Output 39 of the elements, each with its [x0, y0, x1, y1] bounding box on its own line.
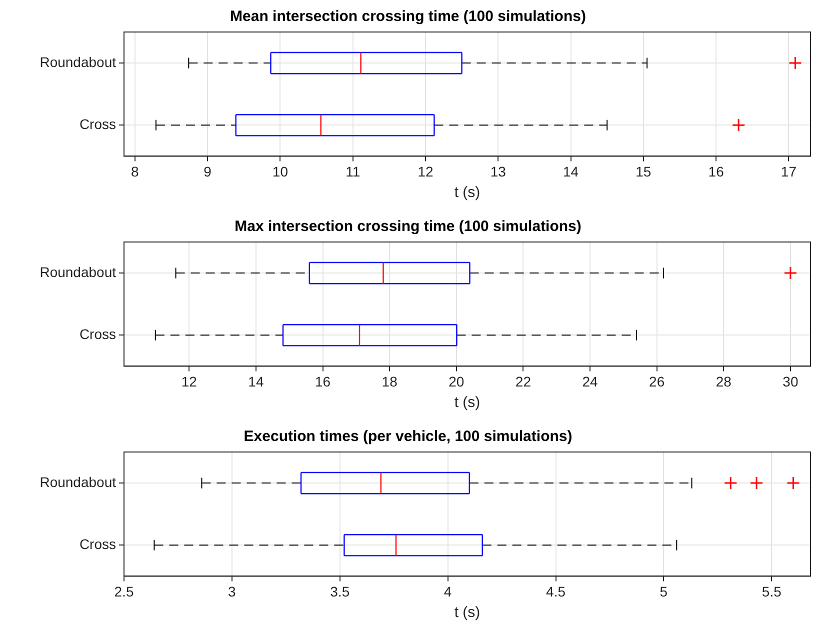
- x-axis-title: t (s): [454, 604, 480, 622]
- x-tick-label: 3: [228, 583, 236, 600]
- x-tick-label: 5.5: [762, 583, 782, 600]
- x-tick-label: 22: [515, 373, 532, 390]
- x-tick-label: 15: [636, 163, 652, 180]
- x-tick-label: 18: [382, 373, 398, 390]
- x-tick-label: 11: [346, 163, 360, 180]
- x-tick-label: 24: [582, 373, 598, 390]
- y-tick-label: Roundabout: [40, 264, 116, 280]
- x-axis-title: t (s): [454, 184, 480, 202]
- x-tick-label: 4: [444, 583, 452, 600]
- x-tick-label: 16: [314, 373, 331, 390]
- chart-title: Execution times (per vehicle, 100 simulations): [244, 428, 572, 446]
- y-tick-label: Roundabout: [40, 474, 116, 490]
- x-tick-label: 28: [716, 373, 732, 390]
- y-tick-label: Cross: [79, 326, 116, 342]
- x-tick-label: 17: [780, 163, 797, 180]
- x-tick-label: 5: [660, 583, 668, 600]
- x-tick-label: 12: [181, 373, 198, 390]
- x-tick-label: 3.5: [330, 583, 350, 600]
- x-axis-title: t (s): [454, 394, 480, 412]
- x-tick-label: 9: [204, 163, 212, 180]
- x-tick-label: 2.5: [114, 583, 134, 600]
- x-tick-label: 4.5: [546, 583, 566, 600]
- chart-title: Mean intersection crossing time (100 simulations): [230, 8, 586, 26]
- y-tick-label: Cross: [79, 536, 116, 552]
- x-tick-label: 14: [562, 163, 579, 180]
- x-tick-label: 16: [708, 163, 724, 180]
- x-tick-label: 10: [272, 163, 288, 180]
- chart-title: Max intersection crossing time (100 simulations): [234, 218, 582, 236]
- x-tick-label: 8: [131, 163, 139, 180]
- y-tick-label: Roundabout: [40, 54, 116, 70]
- x-tick-label: 12: [418, 163, 434, 180]
- y-tick-label: Cross: [79, 116, 116, 132]
- x-tick-label: 26: [649, 373, 665, 390]
- x-tick-label: 14: [248, 373, 264, 390]
- x-tick-label: 20: [448, 373, 464, 390]
- x-tick-label: 30: [782, 373, 798, 390]
- x-tick-label: 13: [490, 163, 506, 180]
